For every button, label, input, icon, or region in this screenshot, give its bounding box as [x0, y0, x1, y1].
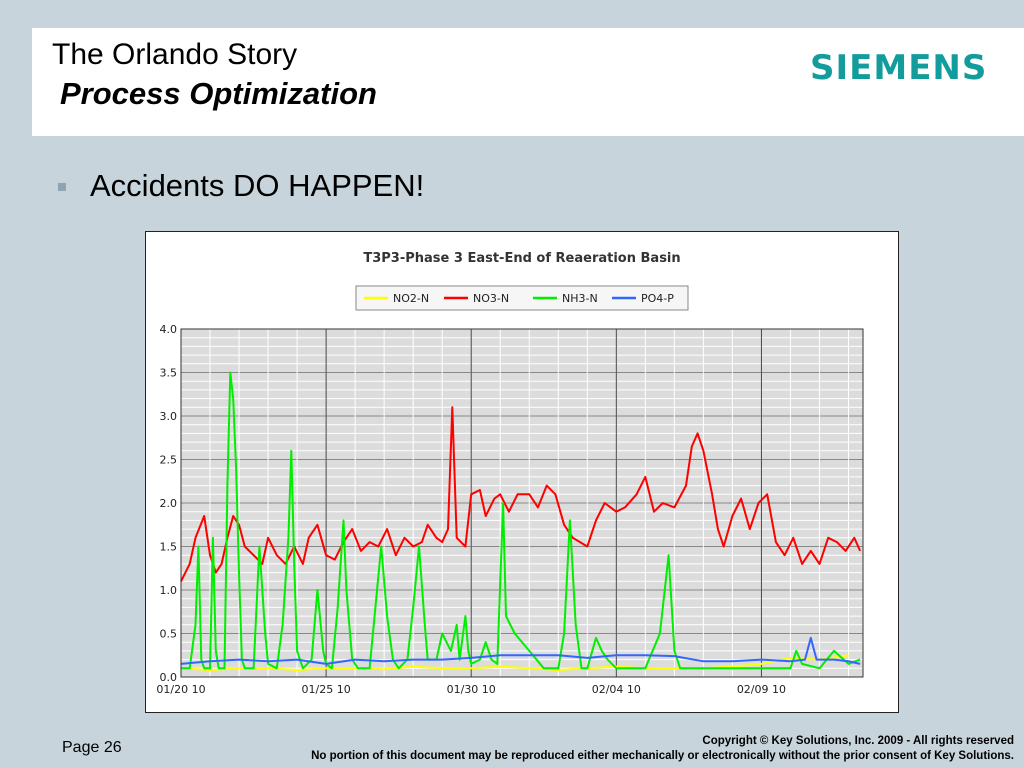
legend-label: NO3-N [473, 292, 509, 305]
chart-title: T3P3-Phase 3 East-End of Reaeration Basi… [363, 251, 680, 266]
series-line-po4-p [180, 636, 861, 665]
y-tick-label: 0.5 [160, 628, 178, 641]
y-tick-label: 3.5 [160, 367, 178, 380]
y-tick-label: 1.0 [160, 584, 178, 597]
bullet-text: Accidents DO HAPPEN! [90, 168, 425, 203]
slide-subtitle: Process Optimization [60, 76, 377, 111]
y-tick-label: 0.0 [160, 671, 178, 684]
y-tick-label: 2.0 [160, 497, 178, 510]
plot-border [180, 328, 864, 678]
x-tick-label: 01/25 10 [302, 683, 351, 696]
y-tick-label: 4.0 [160, 323, 178, 336]
x-tick-label: 01/30 10 [447, 683, 496, 696]
slide-title: The Orlando Story [52, 38, 298, 71]
line-chart: T3P3-Phase 3 East-End of Reaeration Basi… [156, 251, 864, 696]
series-line-no2-n [180, 654, 849, 671]
legend-label: NH3-N [562, 292, 598, 305]
page-number: Page 26 [62, 739, 122, 756]
square-bullet-icon [58, 183, 66, 191]
slide-header: The Orlando Story Process Optimization S… [32, 28, 1024, 136]
series-line-no3-n [180, 406, 862, 582]
y-tick-label: 1.5 [160, 541, 178, 554]
legend-label: PO4-P [641, 292, 674, 305]
y-tick-label: 3.0 [160, 410, 178, 423]
siemens-logo: SIEMENS [810, 48, 988, 88]
x-tick-label: 01/20 10 [156, 683, 205, 696]
copyright-notice: Copyright © Key Solutions, Inc. 2009 - A… [311, 734, 1014, 764]
bullet-item: Accidents DO HAPPEN! [58, 168, 424, 204]
legend-label: NO2-N [393, 292, 429, 305]
copyright-line: Copyright © Key Solutions, Inc. 2009 - A… [702, 735, 1014, 747]
x-tick-label: 02/04 10 [592, 683, 641, 696]
x-tick-label: 02/09 10 [737, 683, 786, 696]
chart-frame: T3P3-Phase 3 East-End of Reaeration Basi… [145, 231, 899, 713]
y-tick-label: 2.5 [160, 454, 178, 467]
reproduction-notice: No portion of this document may be repro… [311, 750, 1014, 762]
